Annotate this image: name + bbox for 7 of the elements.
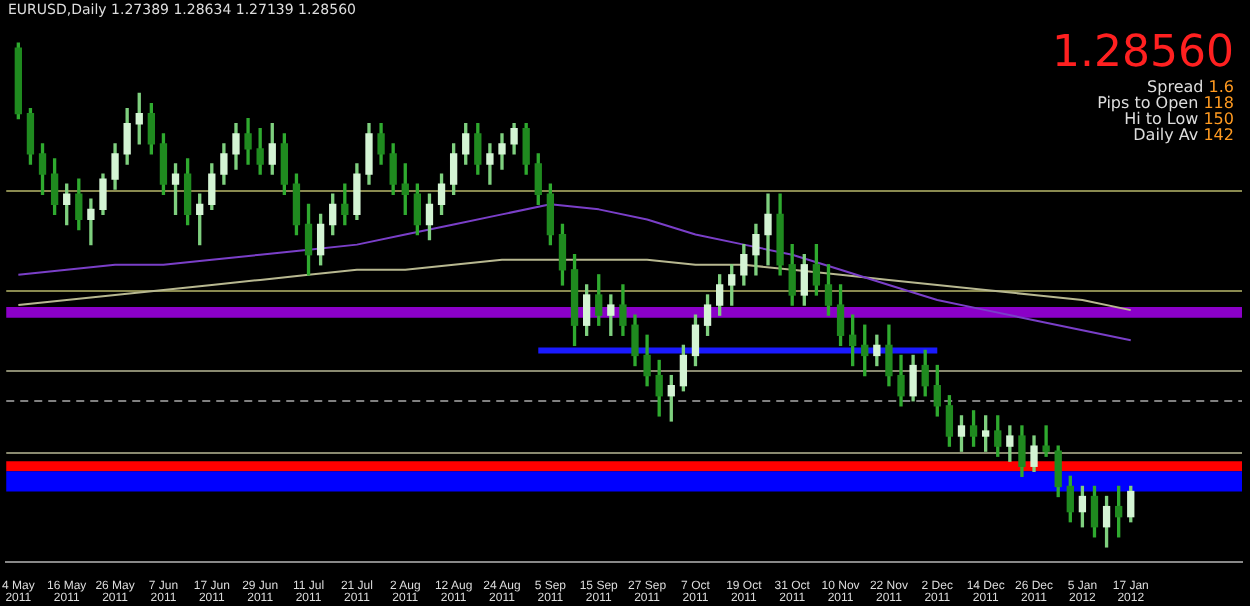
candlestick (87, 198, 95, 246)
text: Spread 1.6 (1147, 78, 1234, 96)
annotation: Pips to Open 118 (1097, 94, 1234, 112)
annotation: Daily Av 142 (1133, 126, 1234, 144)
annotation: 1.28560 (1052, 28, 1234, 78)
candlestick (1042, 425, 1050, 457)
annotation: Hi to Low 150 (1124, 110, 1234, 128)
